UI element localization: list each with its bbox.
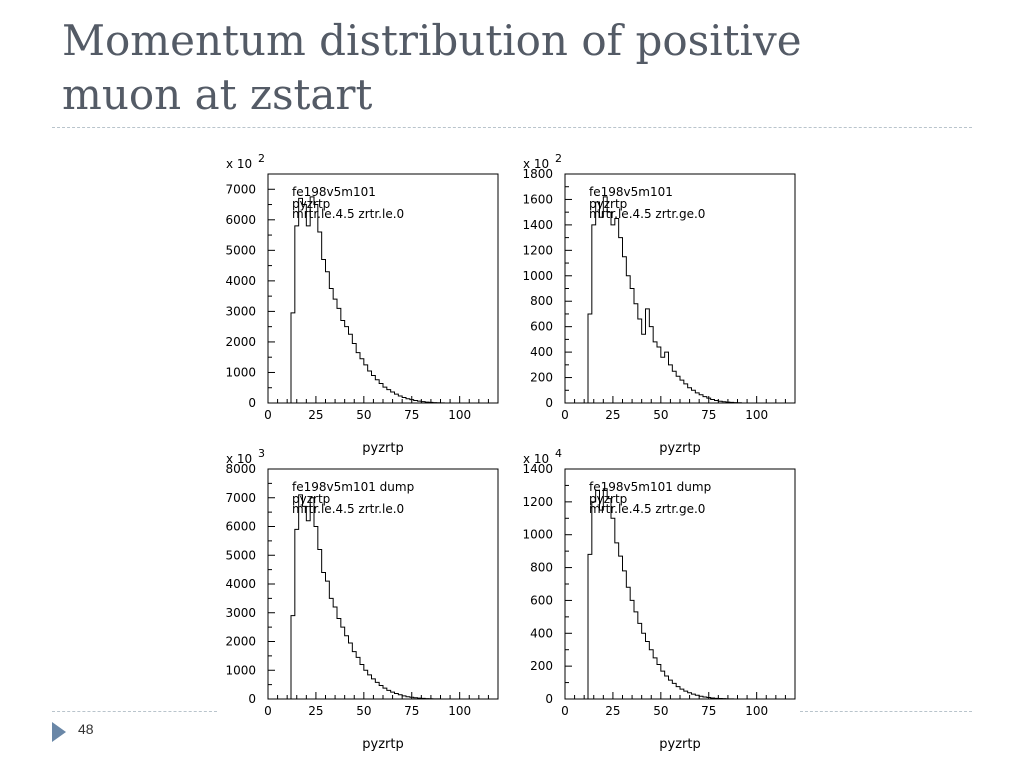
- y-tick-label: 1400: [522, 462, 553, 476]
- y-multiplier-label: x 10: [523, 452, 549, 466]
- y-tick-label: 7000: [225, 491, 256, 505]
- x-tick-label: 75: [404, 704, 419, 718]
- x-tick-label: 0: [264, 704, 272, 718]
- x-axis-label: pyzrtp: [659, 737, 700, 752]
- y-tick-label: 6000: [225, 213, 256, 227]
- x-tick-label: 75: [701, 704, 716, 718]
- footer-divider-right: [800, 711, 972, 712]
- y-tick-label: 600: [530, 593, 553, 607]
- y-tick-label: 0: [545, 396, 553, 410]
- x-tick-label: 25: [605, 704, 620, 718]
- y-tick-label: 7000: [225, 182, 256, 196]
- x-tick-label: 25: [308, 704, 323, 718]
- histogram-series: [290, 196, 445, 404]
- slide-title-line1: Momentum distribution of positive: [62, 16, 802, 65]
- histogram-info-line-1: fe198v5m101: [589, 185, 673, 199]
- y-tick-label: 1200: [522, 243, 553, 257]
- y-tick-label: 8000: [225, 462, 256, 476]
- y-tick-label: 1000: [225, 365, 256, 379]
- y-multiplier-label: x 10: [226, 452, 252, 466]
- histogram-info-line-2: pyzrtp: [589, 197, 627, 211]
- x-tick-label: 100: [448, 704, 471, 718]
- y-tick-label: 800: [530, 561, 553, 575]
- footer-divider-left: [52, 711, 217, 712]
- x-axis-label: pyzrtp: [362, 441, 403, 456]
- y-tick-label: 1000: [522, 269, 553, 283]
- histogram-panel-3: 0 25 50 75 100010002000300040005000600070008…: [225, 447, 499, 752]
- x-tick-label: 25: [308, 408, 323, 422]
- y-tick-label: 3000: [225, 606, 256, 620]
- x-tick-label: 75: [701, 408, 716, 422]
- page-number: 48: [78, 721, 94, 737]
- x-tick-label: 25: [605, 408, 620, 422]
- y-tick-label: 0: [248, 692, 256, 706]
- histogram-info-line-3: mrtr.le.4.5 zrtr.le.0: [292, 502, 404, 516]
- x-tick-label: 0: [561, 704, 569, 718]
- y-tick-label: 1600: [522, 192, 553, 206]
- x-tick-label: 75: [404, 408, 419, 422]
- page-marker-icon: [52, 722, 66, 742]
- y-tick-label: 1800: [522, 167, 553, 181]
- y-multiplier-exponent: 2: [258, 152, 265, 165]
- y-multiplier-exponent: 2: [555, 152, 562, 165]
- y-multiplier-label: x 10: [226, 157, 252, 171]
- x-tick-label: 0: [264, 408, 272, 422]
- histogram-series: [587, 196, 742, 404]
- x-tick-label: 100: [745, 408, 768, 422]
- y-tick-label: 0: [248, 396, 256, 410]
- x-tick-label: 50: [653, 704, 668, 718]
- y-tick-label: 2000: [225, 635, 256, 649]
- slide-title-line2: muon at zstart: [62, 70, 373, 119]
- y-tick-label: 1000: [522, 528, 553, 542]
- histogram-series: [587, 488, 742, 700]
- histogram-info-line-2: pyzrtp: [292, 492, 330, 506]
- y-tick-label: 800: [530, 294, 553, 308]
- slide-title: Momentum distribution of positive muon a…: [62, 14, 962, 122]
- y-tick-label: 5000: [225, 243, 256, 257]
- histogram-info-line-1: fe198v5m101: [292, 185, 376, 199]
- y-tick-label: 0: [545, 692, 553, 706]
- x-tick-label: 50: [356, 408, 371, 422]
- x-tick-label: 50: [653, 408, 668, 422]
- x-tick-label: 0: [561, 408, 569, 422]
- histogram-info-line-1: fe198v5m101 dump: [292, 480, 414, 494]
- y-multiplier-label: x 10: [523, 157, 549, 171]
- y-tick-label: 1400: [522, 218, 553, 232]
- x-axis-label: pyzrtp: [362, 737, 403, 752]
- title-divider: [52, 127, 972, 128]
- histogram-info-line-3: mrtr.le.4.5 zrtr.ge.0: [589, 207, 705, 221]
- y-multiplier-exponent: 4: [555, 447, 562, 460]
- x-tick-label: 100: [448, 408, 471, 422]
- histogram-series: [290, 494, 445, 700]
- y-tick-label: 600: [530, 320, 553, 334]
- y-tick-label: 6000: [225, 520, 256, 534]
- histogram-info-line-3: mrtr.le.4.5 zrtr.ge.0: [589, 502, 705, 516]
- y-tick-label: 400: [530, 626, 553, 640]
- histogram-panel-1: 0 25 50 75 10001000200030004000500060007000x…: [225, 152, 499, 456]
- x-axis-label: pyzrtp: [659, 441, 700, 456]
- histogram-info-line-3: mrtr.le.4.5 zrtr.le.0: [292, 207, 404, 221]
- histogram-info-line-1: fe198v5m101 dump: [589, 480, 711, 494]
- y-multiplier-exponent: 3: [258, 447, 265, 460]
- x-tick-label: 100: [745, 704, 768, 718]
- y-tick-label: 4000: [225, 274, 256, 288]
- histogram-info-line-2: pyzrtp: [292, 197, 330, 211]
- y-tick-label: 200: [530, 659, 553, 673]
- y-tick-label: 2000: [225, 335, 256, 349]
- y-tick-label: 400: [530, 345, 553, 359]
- y-tick-label: 200: [530, 371, 553, 385]
- y-tick-label: 1200: [522, 495, 553, 509]
- y-tick-label: 1000: [225, 663, 256, 677]
- x-tick-label: 50: [356, 704, 371, 718]
- y-tick-label: 3000: [225, 304, 256, 318]
- y-tick-label: 5000: [225, 548, 256, 562]
- histogram-panel-2: 0 25 50 75 100020040060080010001200140016001…: [522, 152, 796, 456]
- y-tick-label: 4000: [225, 577, 256, 591]
